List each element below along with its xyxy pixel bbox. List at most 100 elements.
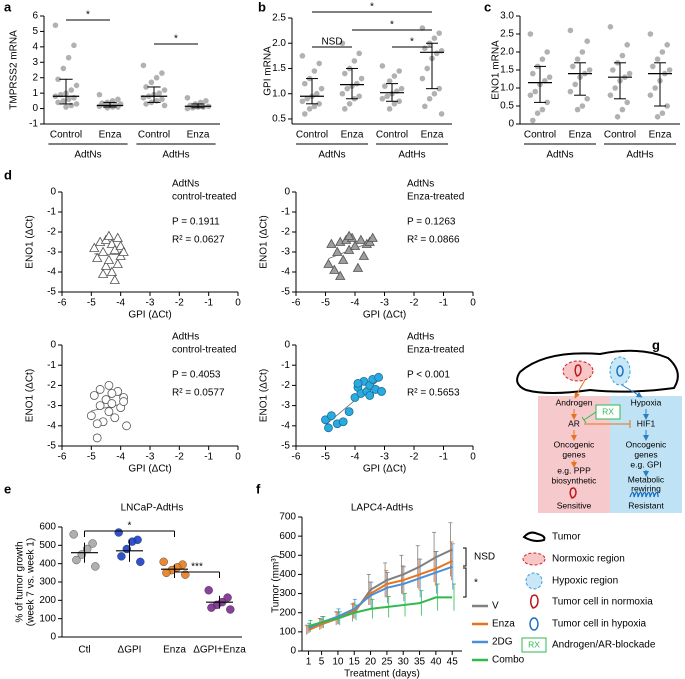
data-point [114,528,123,537]
data-point [353,378,363,388]
data-point [117,552,126,561]
data-point [654,114,661,120]
x-tick-label: -4 [351,298,360,309]
significance-label: NSD [321,37,342,48]
data-point [55,76,61,83]
y-tick-label: 6 [32,11,38,22]
panel-label: b [258,0,266,14]
x-axis-label: GPI (ΔCt) [363,464,406,475]
series-line [308,548,453,631]
data-point [115,96,121,103]
data-point [92,433,102,443]
data-point [584,96,590,102]
chart-title: LNCaP-AdtHs [121,503,184,514]
data-point [184,105,191,112]
data-point [207,603,216,612]
y-axis-label: ENO1 mRNA [491,40,502,100]
group-label: AdtNs [318,150,345,161]
data-point [181,570,190,579]
annotation: AdtHs [407,332,434,343]
data-point [314,90,320,97]
node: genes [634,449,657,459]
data-point [652,85,658,91]
legend-label: Tumor cell in hypoxia [552,619,647,630]
legend-label: Hypoxic region [552,576,618,587]
data-point [624,42,630,48]
data-point [162,568,171,578]
data-point [527,92,534,98]
data-point [419,25,426,31]
data-point [136,557,145,567]
node: Resistant [628,500,664,510]
data-point [323,258,334,268]
legend-label: Normoxic region [552,554,625,565]
x-tick-label: -6 [58,298,67,309]
data-point [329,264,340,274]
data-point [544,49,550,55]
y-tick-label: 600 [279,531,296,542]
node: Oncogenic [626,439,667,449]
data-point [203,98,209,104]
legend-icon [529,617,539,631]
annotation: AdtNs [172,179,199,190]
annotation: R² = 0.0577 [172,388,225,399]
panel-label: f [256,481,261,496]
data-point [527,31,534,37]
data-point [316,60,323,67]
data-point [422,103,428,110]
y-tick-label: 0 [284,340,290,351]
data-point [567,88,574,95]
x-tick-label: Enza [569,130,592,141]
y-tick-label: 0 [50,340,56,351]
data-point [610,67,616,73]
data-point [95,401,105,411]
significance-label: * [174,34,178,45]
x-tick-label: 45 [447,657,459,668]
data-point [351,58,358,64]
annotation: P = 0.4053 [172,370,221,381]
data-point [204,586,213,595]
data-point [119,397,128,406]
data-point [122,421,131,431]
group-label: AdtHs [398,150,425,161]
y-tick-label: 1.5 [500,65,514,76]
data-point [73,82,80,89]
data-point [579,49,586,55]
y-tick-label: 3 [32,57,38,68]
data-point [100,260,112,270]
data-point [346,101,353,107]
data-point [92,419,102,429]
data-point [89,391,99,400]
data-point [65,96,72,103]
data-point [316,101,323,107]
y-tick-label: -3 [281,247,290,258]
data-point [110,413,120,423]
data-point [624,99,630,106]
panel-label: e [4,481,11,496]
x-tick-label: -1 [439,298,448,309]
node: Oncogenic [554,439,595,449]
data-point [379,95,386,102]
x-tick-label: 20 [365,657,377,668]
annotation: R² = 0.0866 [407,235,460,246]
y-tick-label: -4 [47,267,56,278]
y-tick-label: 500 [279,550,296,561]
data-point [311,103,318,110]
y-tick-label: -4 [281,420,290,431]
x-tick-label: -6 [58,452,67,463]
data-point [311,68,318,74]
y-tick-label: 0 [50,632,56,643]
x-tick-label: -3 [146,452,155,463]
node: rewiring [631,483,661,493]
y-tick-label: 0 [290,646,296,657]
data-point [326,411,336,421]
data-point [664,103,670,109]
x-tick-label: -4 [351,452,360,463]
y-tick-label: -1 [47,207,56,218]
data-point [382,83,388,89]
data-point [434,50,440,57]
node: genes [562,449,585,459]
data-point [91,562,100,571]
data-point [200,104,207,110]
